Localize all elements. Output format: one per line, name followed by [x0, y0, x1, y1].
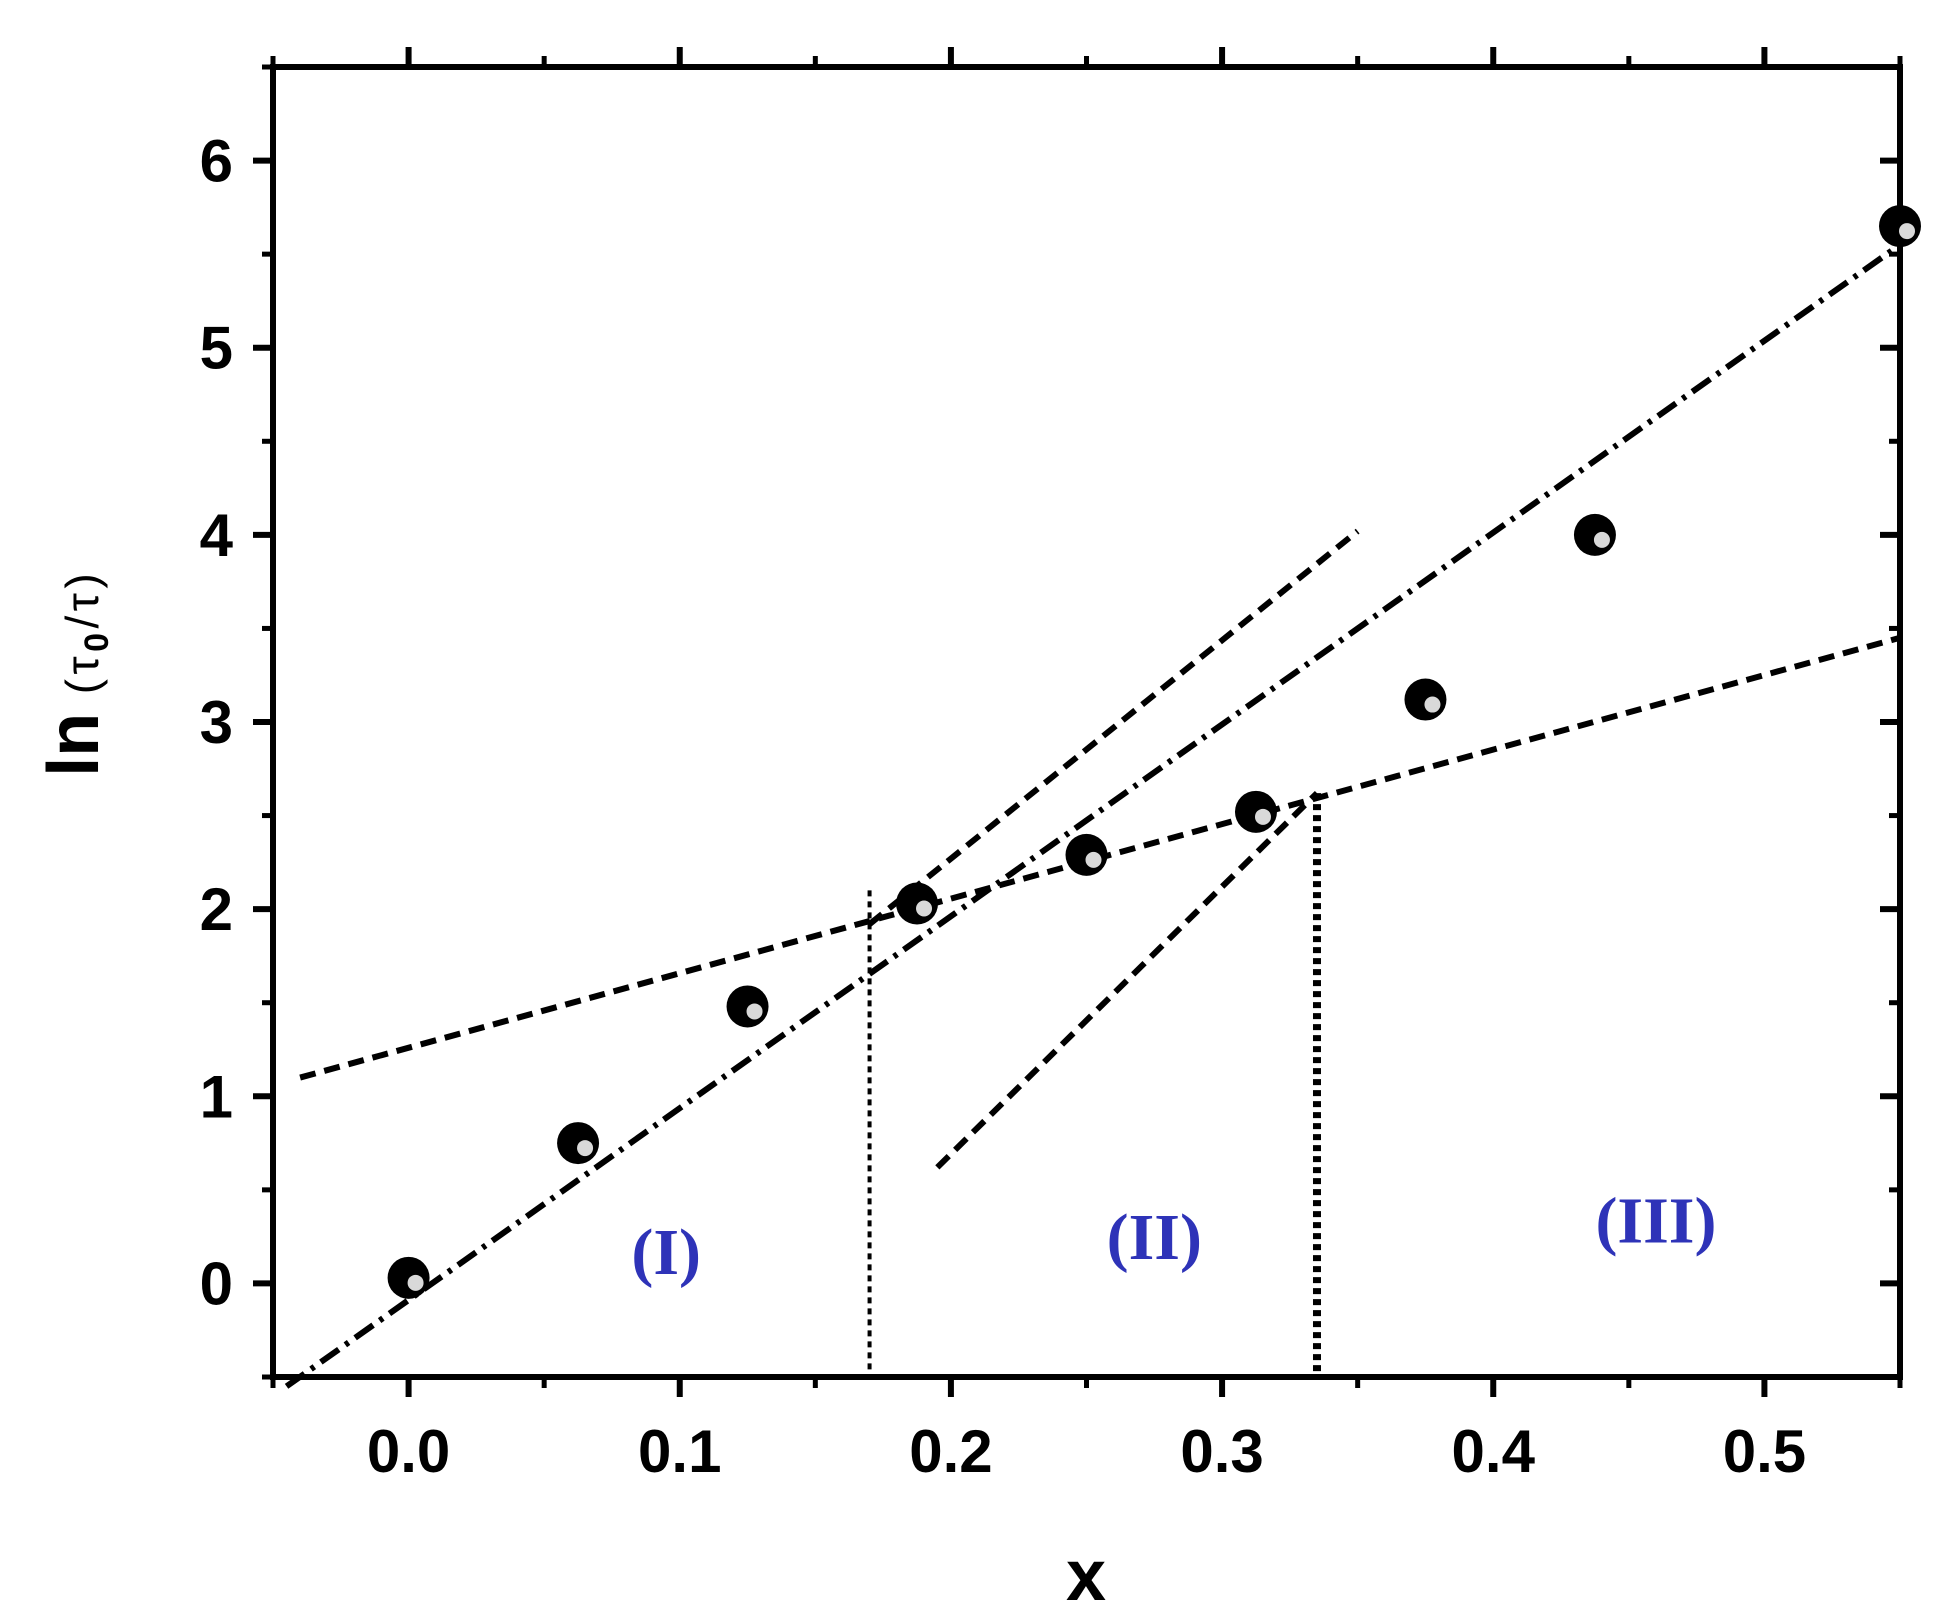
- x-tick-labels: 0.0 0.1 0.2 0.3 0.4 0.5: [367, 1418, 1806, 1485]
- y-axis-title-prefix: ln: [34, 713, 114, 777]
- y-axis-title-sub: 0: [78, 633, 116, 652]
- axis-ticks: [253, 47, 1903, 1397]
- data-point-highlight: [746, 1003, 763, 1020]
- y-tick-label: 0: [200, 1250, 233, 1317]
- data-point: [1065, 833, 1108, 876]
- y-tick-label: 3: [200, 689, 233, 756]
- y-axis-title: ln ( τ 0 / τ ): [34, 573, 116, 776]
- y-axis-title-slash: /: [56, 615, 108, 628]
- data-point-highlight: [1593, 531, 1610, 548]
- data-point-highlight: [1899, 223, 1915, 240]
- data-point: [387, 1256, 430, 1299]
- data-point: [726, 985, 769, 1028]
- data-point-highlight: [1424, 696, 1441, 713]
- x-tick-label: 0.0: [367, 1418, 450, 1485]
- y-tick-label: 4: [200, 502, 234, 569]
- data-point: [1879, 205, 1921, 248]
- y-tick-labels: 0 1 2 3 4 5 6: [200, 128, 234, 1318]
- y-tick-label: 1: [200, 1063, 233, 1130]
- data-point: [557, 1122, 600, 1165]
- fit-line: [867, 528, 1360, 927]
- data-point: [1573, 513, 1616, 556]
- plot-frame: [270, 64, 1903, 1380]
- data-point-highlight: [1085, 851, 1102, 868]
- data-points: [387, 205, 1921, 1299]
- x-tick-label: 0.4: [1452, 1418, 1536, 1485]
- x-tick-label: 0.1: [638, 1418, 721, 1485]
- data-point-highlight: [1254, 808, 1271, 825]
- fit-line: [935, 790, 1320, 1170]
- y-axis-title-tau: τ: [56, 593, 108, 611]
- region-label: (I): [631, 1216, 701, 1289]
- region-labels: (I) (II) (III): [631, 1184, 1716, 1289]
- y-tick-label: 2: [200, 876, 233, 943]
- data-point-highlight: [916, 900, 933, 917]
- x-tick-label: 0.5: [1723, 1418, 1806, 1485]
- data-point: [1404, 678, 1447, 721]
- x-tick-label: 0.2: [909, 1418, 992, 1485]
- y-tick-label: 5: [200, 315, 233, 382]
- x-tick-label: 0.3: [1180, 1418, 1263, 1485]
- y-axis-title-tau0: τ: [56, 656, 108, 674]
- y-axis-title-open: (: [56, 678, 108, 694]
- region-label: (III): [1595, 1184, 1716, 1257]
- fit-line: [284, 242, 1902, 1389]
- y-axis-title-close: ): [56, 573, 108, 588]
- region-label: (II): [1107, 1201, 1202, 1274]
- data-point-highlight: [407, 1274, 424, 1291]
- data-point: [896, 882, 939, 925]
- x-axis-title: x: [1066, 1536, 1106, 1612]
- region-boundaries: [867, 793, 1321, 1377]
- data-point-highlight: [577, 1140, 594, 1157]
- data-point: [1234, 790, 1277, 833]
- y-tick-label: 6: [200, 128, 233, 195]
